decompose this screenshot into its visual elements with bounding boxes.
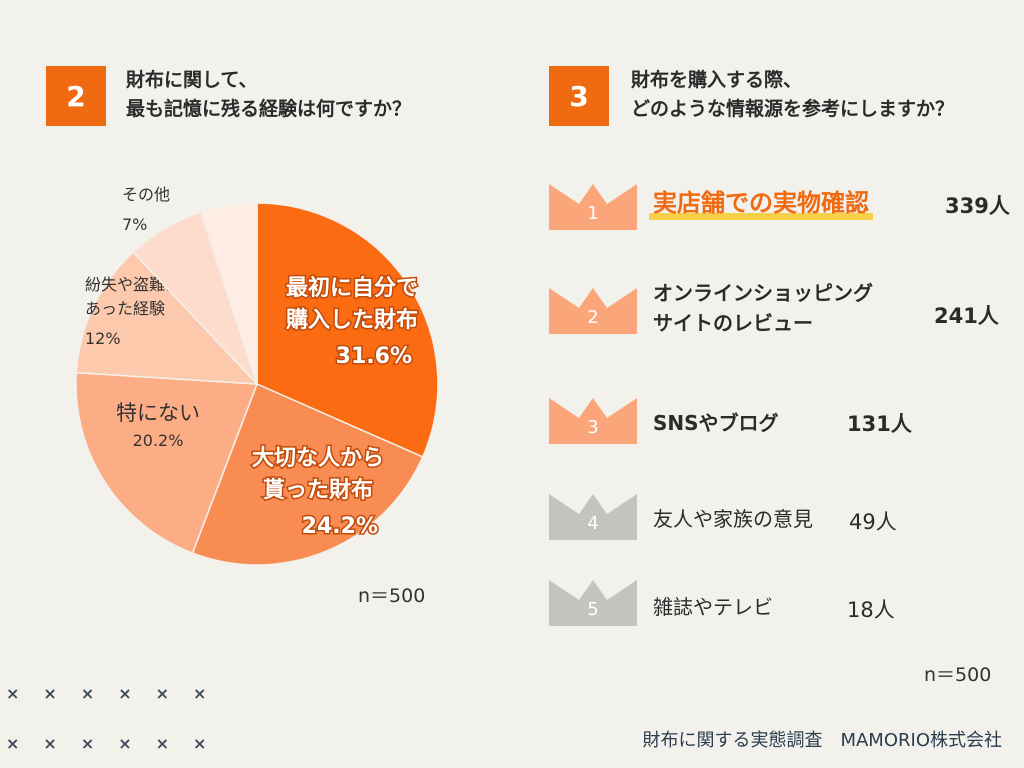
slice-label-text: 特にない	[116, 401, 200, 425]
rank-row-3: 3 SNSやブログ 131人	[549, 398, 1019, 458]
slice-value-text: 7%	[122, 215, 147, 234]
rank-label: 友人や家族の意見	[653, 507, 813, 531]
pie-slice	[191, 382, 424, 566]
rank-count: 339人	[945, 194, 1010, 218]
pie-slice	[75, 371, 259, 555]
slice-value-text: 31.6%	[336, 344, 412, 369]
sample-size-right: n＝500	[924, 664, 992, 686]
question-number-badge: 3	[549, 66, 609, 126]
sample-size-left: n＝500	[358, 585, 426, 607]
rank-count: 18人	[847, 598, 895, 622]
decorative-x-row: ××××××	[6, 684, 231, 703]
question-title-line1: 財布を購入する際、	[631, 69, 803, 91]
slice-label: 特にない 20.2%	[116, 401, 200, 450]
crown-icon	[549, 580, 637, 626]
slice-value-text: 12%	[85, 329, 121, 348]
footer-credit: 財布に関する実態調査 MAMORIO株式会社	[642, 730, 1002, 751]
decorative-x-row: ××××××	[6, 734, 231, 753]
slice-label-text: 貰った財布	[263, 477, 373, 503]
rank-number: 1	[587, 203, 599, 224]
rank-row-2: 2 オンラインショッピング サイトのレビュー 241人	[549, 281, 1019, 348]
crown-icon	[549, 494, 637, 540]
question-number: 2	[66, 79, 86, 113]
crown-icon	[549, 288, 637, 334]
slice-label-text: 購入した財布	[286, 307, 418, 333]
rank-label-highlight: 実店舗での実物確認	[653, 189, 869, 217]
question-title-line2: どのような情報源を参考にしますか？	[631, 98, 955, 120]
crown-icon	[549, 398, 637, 444]
rank-label-line2: サイトのレビュー	[653, 311, 813, 335]
rank-label: 雑誌やテレビ	[653, 595, 773, 619]
rank-label: 実店舗での実物確認	[653, 188, 869, 219]
rank-row-1: 1 実店舗での実物確認 339人	[549, 184, 1019, 244]
rank-count: 241人	[934, 304, 999, 328]
slice-label: その他 7%	[122, 185, 170, 234]
slice-label-text: 大切な人から	[252, 446, 384, 471]
question-title: 財布を購入する際、 どのような情報源を参考にしますか？	[631, 66, 954, 124]
slice-label-text: その他	[122, 185, 170, 204]
rank-label: オンラインショッピング サイトのレビュー	[653, 278, 873, 338]
rank-count: 49人	[849, 510, 897, 534]
pie-slice	[200, 202, 258, 385]
question-title-line2: 最も記憶に残る経験は何ですか？	[126, 98, 412, 120]
rank-number: 4	[587, 513, 599, 534]
rank-number: 3	[587, 417, 599, 438]
question-title: 財布に関して、 最も記憶に残る経験は何ですか？	[126, 66, 411, 124]
rank-count: 131人	[847, 412, 912, 436]
pie-slice	[75, 250, 259, 385]
slice-label-text: 最初に自分で	[286, 275, 418, 301]
slice-value-text: 24.2%	[302, 514, 378, 539]
rank-number: 5	[587, 599, 599, 620]
question-title-line1: 財布に関して、	[126, 69, 258, 91]
rank-row-5: 5 雑誌やテレビ 18人	[549, 580, 1019, 640]
crown-icon	[549, 184, 637, 230]
question-number-badge: 2	[46, 66, 106, 126]
slice-label-text: あった経験	[85, 299, 165, 318]
rank-row-4: 4 友人や家族の意見 49人	[549, 494, 1019, 554]
slice-label-text: 紛失や盗難に	[85, 275, 181, 294]
rank-label: SNSやブログ	[653, 411, 779, 435]
rank-label-line1: オンラインショッピング	[653, 281, 873, 305]
question-number: 3	[569, 79, 589, 113]
slice-value-text: 20.2%	[133, 431, 184, 450]
rank-number: 2	[587, 307, 599, 328]
pie-slice	[256, 202, 439, 458]
